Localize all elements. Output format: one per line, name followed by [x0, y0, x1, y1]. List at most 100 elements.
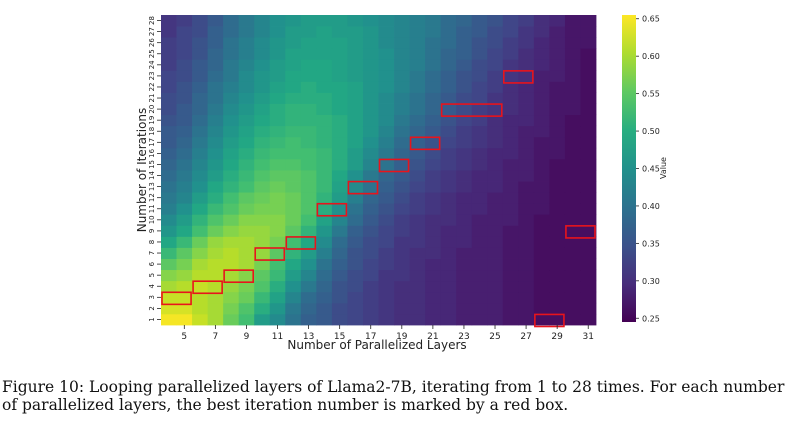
- heatmap-cell: [456, 302, 473, 315]
- heatmap-cell: [285, 236, 302, 248]
- heatmap-cell: [564, 147, 581, 160]
- heatmap-cell: [580, 236, 597, 248]
- heatmap-cell: [394, 181, 410, 193]
- heatmap-cell: [425, 136, 442, 149]
- heatmap-cell: [192, 136, 209, 149]
- heatmap-cell: [347, 192, 364, 204]
- heatmap-cell: [362, 192, 379, 204]
- heatmap-cell: [394, 136, 410, 149]
- heatmap-cell: [440, 214, 457, 226]
- heatmap-cell: [394, 103, 410, 116]
- heatmap-cell: [564, 103, 581, 116]
- heatmap-cell: [487, 302, 504, 315]
- heatmap-cell: [440, 26, 457, 38]
- heatmap-cell: [238, 103, 255, 116]
- heatmap-cell: [362, 158, 379, 171]
- heatmap-cell: [409, 37, 426, 49]
- heatmap-cell: [316, 125, 333, 138]
- heatmap-cell: [580, 247, 597, 259]
- heatmap-cells: [161, 15, 597, 326]
- heatmap-cell: [238, 125, 255, 138]
- heatmap-cell: [580, 313, 597, 326]
- heatmap-cell: [269, 37, 286, 49]
- heatmap-cell: [161, 280, 177, 293]
- heatmap-cell: [394, 225, 410, 237]
- heatmap-cell: [549, 258, 566, 271]
- y-tick-label: 6: [148, 261, 156, 266]
- heatmap-cell: [533, 92, 550, 104]
- y-tick-label: 7: [148, 251, 156, 255]
- heatmap-cell: [223, 59, 240, 71]
- heatmap-cell: [533, 181, 550, 193]
- heatmap-cell: [564, 81, 581, 93]
- heatmap-cell: [580, 269, 597, 282]
- heatmap-cell: [425, 70, 442, 82]
- heatmap-cell: [580, 81, 597, 93]
- heatmap-cell: [269, 170, 286, 182]
- heatmap-cell: [331, 258, 348, 271]
- heatmap-cell: [316, 147, 333, 160]
- heatmap-cell: [223, 236, 240, 248]
- heatmap-cell: [316, 247, 333, 259]
- heatmap-cell: [207, 92, 224, 104]
- heatmap-cell: [238, 81, 255, 93]
- heatmap-cell: [223, 214, 240, 226]
- heatmap-cell: [533, 147, 550, 160]
- heatmap-cell: [316, 92, 333, 104]
- heatmap-cell: [238, 170, 255, 182]
- heatmap-cell: [285, 313, 302, 326]
- heatmap-cell: [549, 214, 566, 226]
- heatmap-cell: [223, 158, 240, 171]
- heatmap-cell: [394, 125, 410, 138]
- heatmap-cell: [456, 313, 473, 326]
- heatmap-cell: [238, 269, 255, 282]
- heatmap-cell: [394, 70, 410, 82]
- heatmap-cell: [471, 203, 488, 215]
- best-iteration-box: [440, 103, 503, 117]
- heatmap-cell: [331, 313, 348, 326]
- heatmap-cell: [285, 225, 302, 237]
- heatmap-cell: [487, 258, 504, 271]
- heatmap-cell: [394, 247, 410, 259]
- heatmap-cell: [207, 103, 224, 116]
- heatmap-cell: [362, 147, 379, 160]
- best-iteration-box: [378, 158, 410, 173]
- heatmap-cell: [362, 125, 379, 138]
- heatmap-cell: [487, 269, 504, 282]
- heatmap-cell: [440, 313, 457, 326]
- heatmap-cell: [378, 48, 395, 60]
- heatmap-cell: [564, 70, 581, 82]
- heatmap-cell: [409, 81, 426, 93]
- heatmap-cell: [362, 81, 379, 93]
- heatmap-cell: [487, 147, 504, 160]
- heatmap-cell: [502, 302, 519, 315]
- heatmap-cell: [161, 192, 177, 204]
- x-tick-label: 23: [458, 332, 469, 342]
- heatmap-cell: [161, 170, 177, 182]
- heatmap-cell: [238, 192, 255, 204]
- y-tick-label: 5: [148, 273, 156, 277]
- heatmap-cell: [331, 59, 348, 71]
- heatmap-cell: [238, 70, 255, 82]
- heatmap-cell: [425, 81, 442, 93]
- heatmap-cell: [331, 280, 348, 293]
- colorbar-gradient: [622, 15, 636, 322]
- heatmap-cell: [223, 15, 240, 27]
- heatmap-cell: [223, 136, 240, 149]
- heatmap-cell: [456, 81, 473, 93]
- heatmap-cell: [254, 280, 271, 293]
- heatmap-cell: [192, 37, 209, 49]
- heatmap-cell: [471, 291, 488, 304]
- heatmap-cell: [347, 70, 364, 82]
- heatmap-cell: [176, 302, 193, 315]
- heatmap-cell: [518, 48, 535, 60]
- heatmap-cell: [533, 70, 550, 82]
- y-tick-label: 19: [148, 116, 156, 125]
- heatmap-cell: [533, 203, 550, 215]
- heatmap-cell: [285, 291, 302, 304]
- y-axis-ticks: 1234567891011121314151617181920212223242…: [148, 16, 161, 322]
- heatmap-cell: [300, 147, 317, 160]
- heatmap-cell: [502, 170, 519, 182]
- heatmap-cell: [549, 158, 566, 171]
- heatmap-cell: [378, 81, 395, 93]
